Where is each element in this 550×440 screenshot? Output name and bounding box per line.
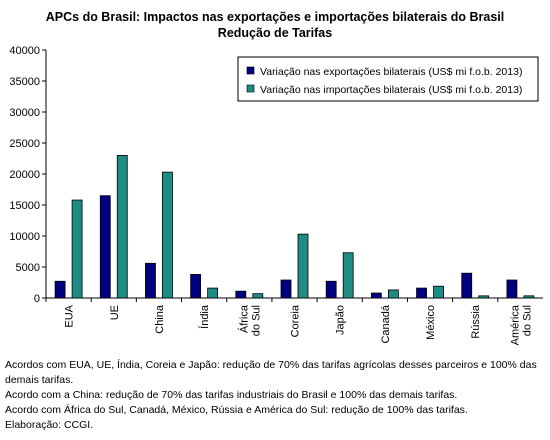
bar-series-2 (252, 293, 264, 299)
x-category-label: Índia (198, 304, 211, 329)
y-tick-label: 25000 (9, 138, 40, 150)
x-category-label: Japão (335, 305, 347, 335)
y-tick-label: 35000 (9, 76, 40, 88)
y-tick-label: 10000 (9, 231, 40, 243)
footnote-4: Elaboração: CCGI. (5, 419, 94, 431)
x-category-label-line: África (237, 304, 250, 333)
y-tick-label: 15000 (9, 200, 40, 212)
bar-series-2 (162, 171, 173, 299)
bar-series-1 (190, 274, 202, 299)
x-category-label: Coreia (290, 304, 302, 337)
x-category-label: China (154, 304, 166, 334)
y-tick-label: 20000 (9, 169, 40, 181)
x-category-label-line: México (425, 305, 437, 340)
bar-series-2 (478, 295, 490, 299)
y-tick-label: 5000 (16, 262, 40, 274)
y-tick-label: 30000 (9, 107, 40, 119)
footnote-3: Acordo com África do Sul, Canadá, México… (5, 404, 468, 416)
x-category-label-line: UE (109, 305, 121, 320)
x-category-label: UE (109, 305, 121, 320)
bar-series-2 (387, 289, 399, 299)
x-category-label-line: Japão (335, 305, 347, 335)
legend-swatch (246, 66, 255, 75)
bar-series-2 (523, 295, 535, 299)
bar-series-2 (297, 233, 309, 299)
bar-series-1 (506, 279, 518, 299)
chart-title-line-1: APCs do Brasil: Impactos nas exportações… (45, 10, 505, 24)
bar-series-2 (433, 285, 444, 299)
x-category-label-line: Coreia (290, 304, 302, 337)
x-category-label: Rússia (470, 304, 482, 339)
x-category-label-line: EUA (64, 304, 76, 327)
x-category-label-line: do Sul (521, 305, 533, 336)
bar-series-1 (370, 292, 382, 299)
y-tick-label: 40000 (9, 45, 40, 57)
footnote-2: Acordo com a China: redução de 70% das t… (5, 389, 458, 401)
legend-swatch (246, 84, 255, 93)
x-category-label-line: China (154, 304, 166, 334)
bar-series-1 (280, 279, 292, 299)
bar-series-1 (99, 195, 111, 299)
x-category-label-line: Índia (198, 304, 211, 329)
legend-label: Variação nas importações bilaterais (US$… (260, 84, 522, 96)
bar-series-2 (207, 287, 219, 299)
y-tick-label: 0 (34, 293, 40, 305)
x-category-label: Canadá (380, 304, 392, 343)
x-category-label-line: América (509, 304, 521, 345)
x-category-label: EUA (64, 304, 76, 327)
x-category-label-line: do Sul (250, 305, 262, 336)
x-category-label: México (425, 305, 437, 340)
x-category-label: Américado Sul (509, 304, 533, 345)
bar-chart: 0 5000 10000 15000 20000 25000 30000 35000 40000… (9, 45, 543, 345)
footnotes: Acordos com EUA, UE, Índia, Coreia e Jap… (5, 358, 545, 433)
chart-title: APCs do Brasil: Impactos nas exportações… (0, 9, 550, 41)
bar-series-1 (416, 287, 427, 299)
legend-label: Variação nas exportações bilaterais (US$… (260, 66, 522, 78)
bar-series-1 (461, 272, 473, 299)
footnote-1: Acordos com EUA, UE, Índia, Coreia e Jap… (5, 359, 537, 386)
bar-series-1 (145, 262, 156, 299)
x-category-label: Áfricado Sul (237, 304, 262, 336)
bar-series-1 (54, 280, 66, 299)
bar-series-1 (325, 280, 337, 299)
bar-series-1 (235, 290, 247, 299)
bar-series-2 (71, 199, 83, 299)
bar-series-2 (342, 252, 354, 299)
x-category-label-line: Rússia (470, 304, 482, 339)
legend-box (237, 56, 539, 102)
x-category-label-line: Canadá (380, 304, 392, 343)
bar-series-2 (116, 154, 128, 299)
chart-title-line-2: Redução de Tarifas (217, 26, 333, 40)
